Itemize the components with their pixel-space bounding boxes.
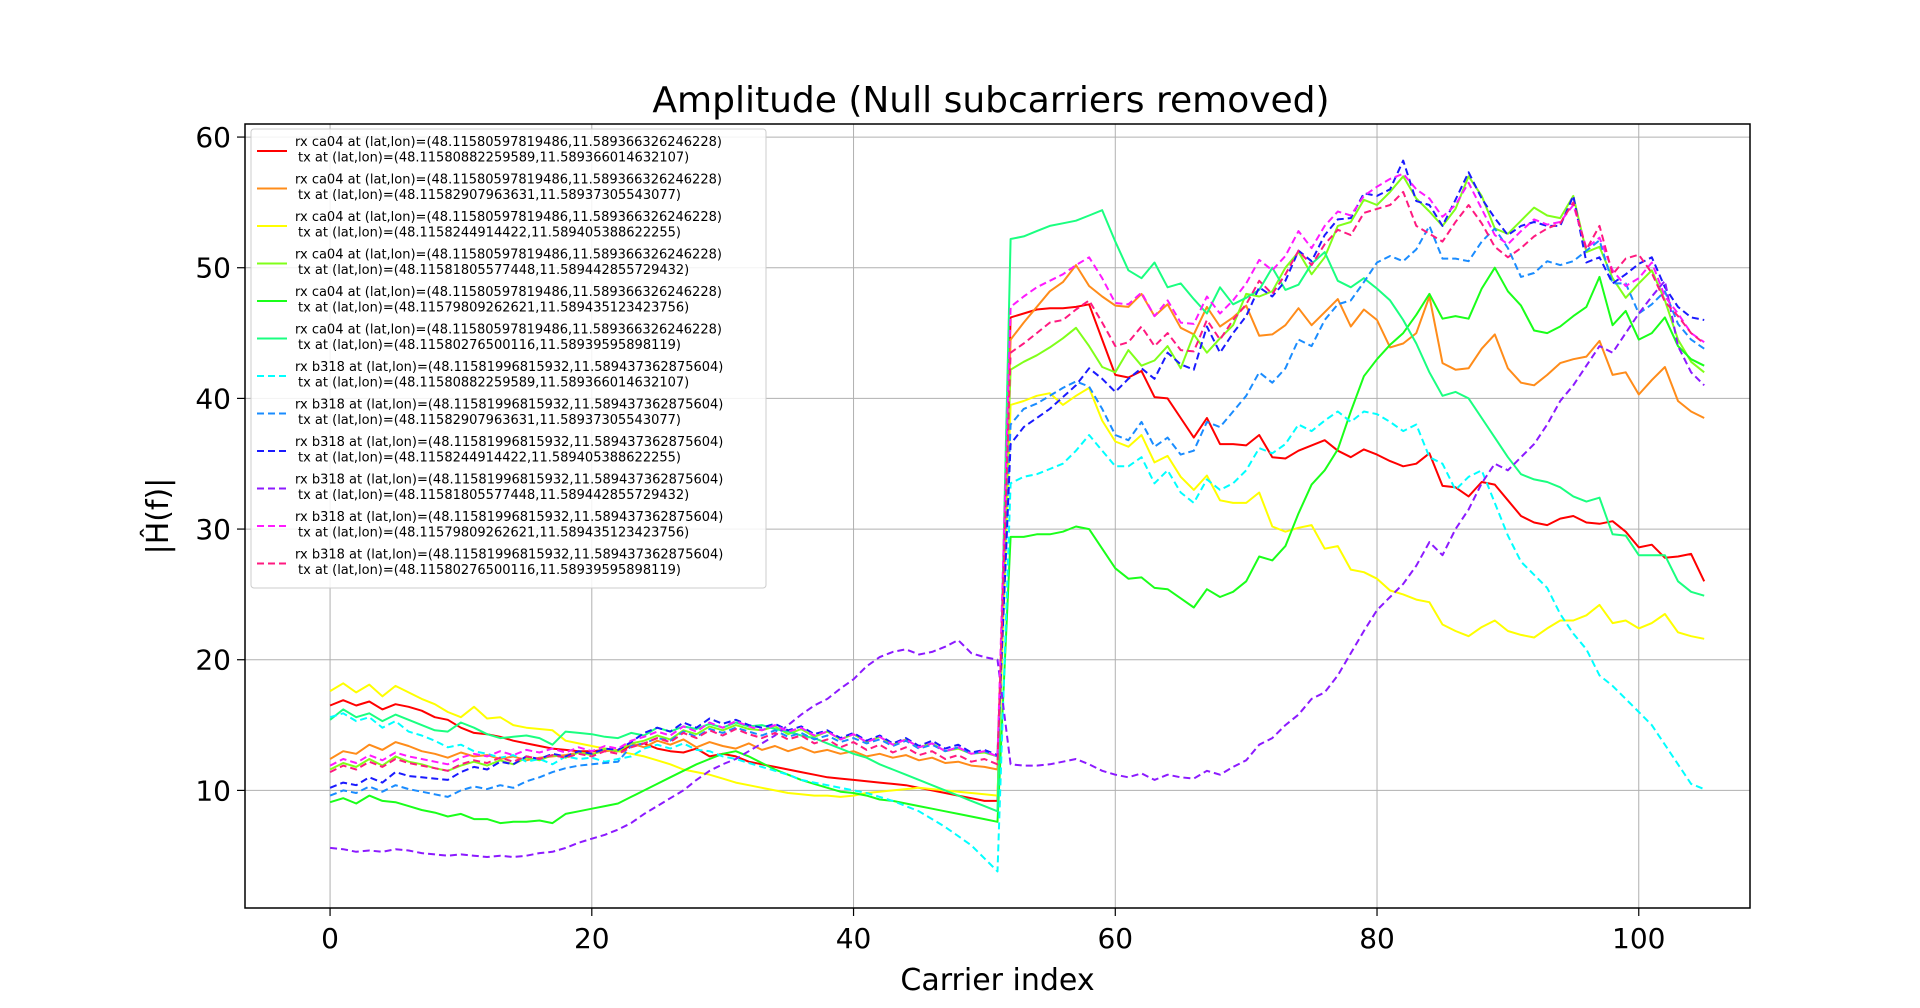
legend: rx ca04 at (lat,lon)=(48.11580597819486,… bbox=[250, 128, 767, 589]
y-tick-label: 20 bbox=[195, 644, 231, 677]
x-tick-label: 40 bbox=[836, 922, 872, 955]
legend-entry: rx ca04 at (lat,lon)=(48.11580597819486,… bbox=[295, 323, 722, 354]
series-line-3 bbox=[329, 386, 1705, 798]
series-line-1 bbox=[329, 303, 1706, 802]
y-tick-label: 10 bbox=[195, 774, 231, 807]
series-line-7 bbox=[329, 410, 1705, 873]
x-tick-label: 100 bbox=[1612, 922, 1665, 955]
legend-entry: rx b318 at (lat,lon)=(48.11581996815932,… bbox=[295, 510, 723, 541]
series-line-11 bbox=[329, 172, 1705, 767]
chart-title: Amplitude (Null subcarriers removed) bbox=[652, 80, 1329, 121]
x-axis-title: Carrier index bbox=[900, 963, 1094, 998]
y-tick-label: 40 bbox=[195, 382, 231, 415]
x-tick-label: 80 bbox=[1359, 922, 1395, 955]
legend-box bbox=[250, 128, 767, 589]
legend-entry: rx b318 at (lat,lon)=(48.11581996815932,… bbox=[295, 548, 723, 579]
y-tick-label: 60 bbox=[195, 121, 231, 154]
axis-ticks: 0 20 40 60 80 100 10 20 30 40 50 60 bbox=[195, 121, 1665, 955]
y-axis-title: |Ĥ(f)| bbox=[140, 478, 176, 555]
series-line-6 bbox=[329, 209, 1705, 813]
legend-entry: rx ca04 at (lat,lon)=(48.11580597819486,… bbox=[295, 248, 722, 279]
series-line-8 bbox=[329, 224, 1705, 798]
legend-entry: rx b318 at (lat,lon)=(48.11581996815932,… bbox=[295, 473, 723, 504]
legend-entry: rx ca04 at (lat,lon)=(48.11580597819486,… bbox=[295, 285, 722, 316]
series-line-12 bbox=[329, 190, 1705, 773]
legend-entry: rx b318 at (lat,lon)=(48.11581996815932,… bbox=[295, 435, 723, 466]
legend-entry: rx b318 at (lat,lon)=(48.11581996815932,… bbox=[295, 398, 723, 429]
x-tick-label: 60 bbox=[1097, 922, 1133, 955]
x-tick-label: 0 bbox=[321, 922, 339, 955]
legend-entry: rx ca04 at (lat,lon)=(48.11580597819486,… bbox=[295, 210, 722, 241]
y-tick-label: 50 bbox=[195, 252, 231, 285]
legend-entry: rx ca04 at (lat,lon)=(48.11580597819486,… bbox=[295, 135, 722, 166]
x-tick-label: 20 bbox=[574, 922, 610, 955]
y-tick-label: 30 bbox=[195, 513, 231, 546]
legend-entry: rx b318 at (lat,lon)=(48.11581996815932,… bbox=[295, 360, 723, 391]
series-line-5 bbox=[329, 266, 1705, 825]
series-line-9 bbox=[329, 159, 1705, 789]
series-line-10 bbox=[330, 279, 1705, 858]
legend-entry: rx ca04 at (lat,lon)=(48.11580597819486,… bbox=[295, 173, 722, 204]
plot-frame bbox=[244, 123, 1751, 909]
series-lines bbox=[329, 159, 1706, 873]
